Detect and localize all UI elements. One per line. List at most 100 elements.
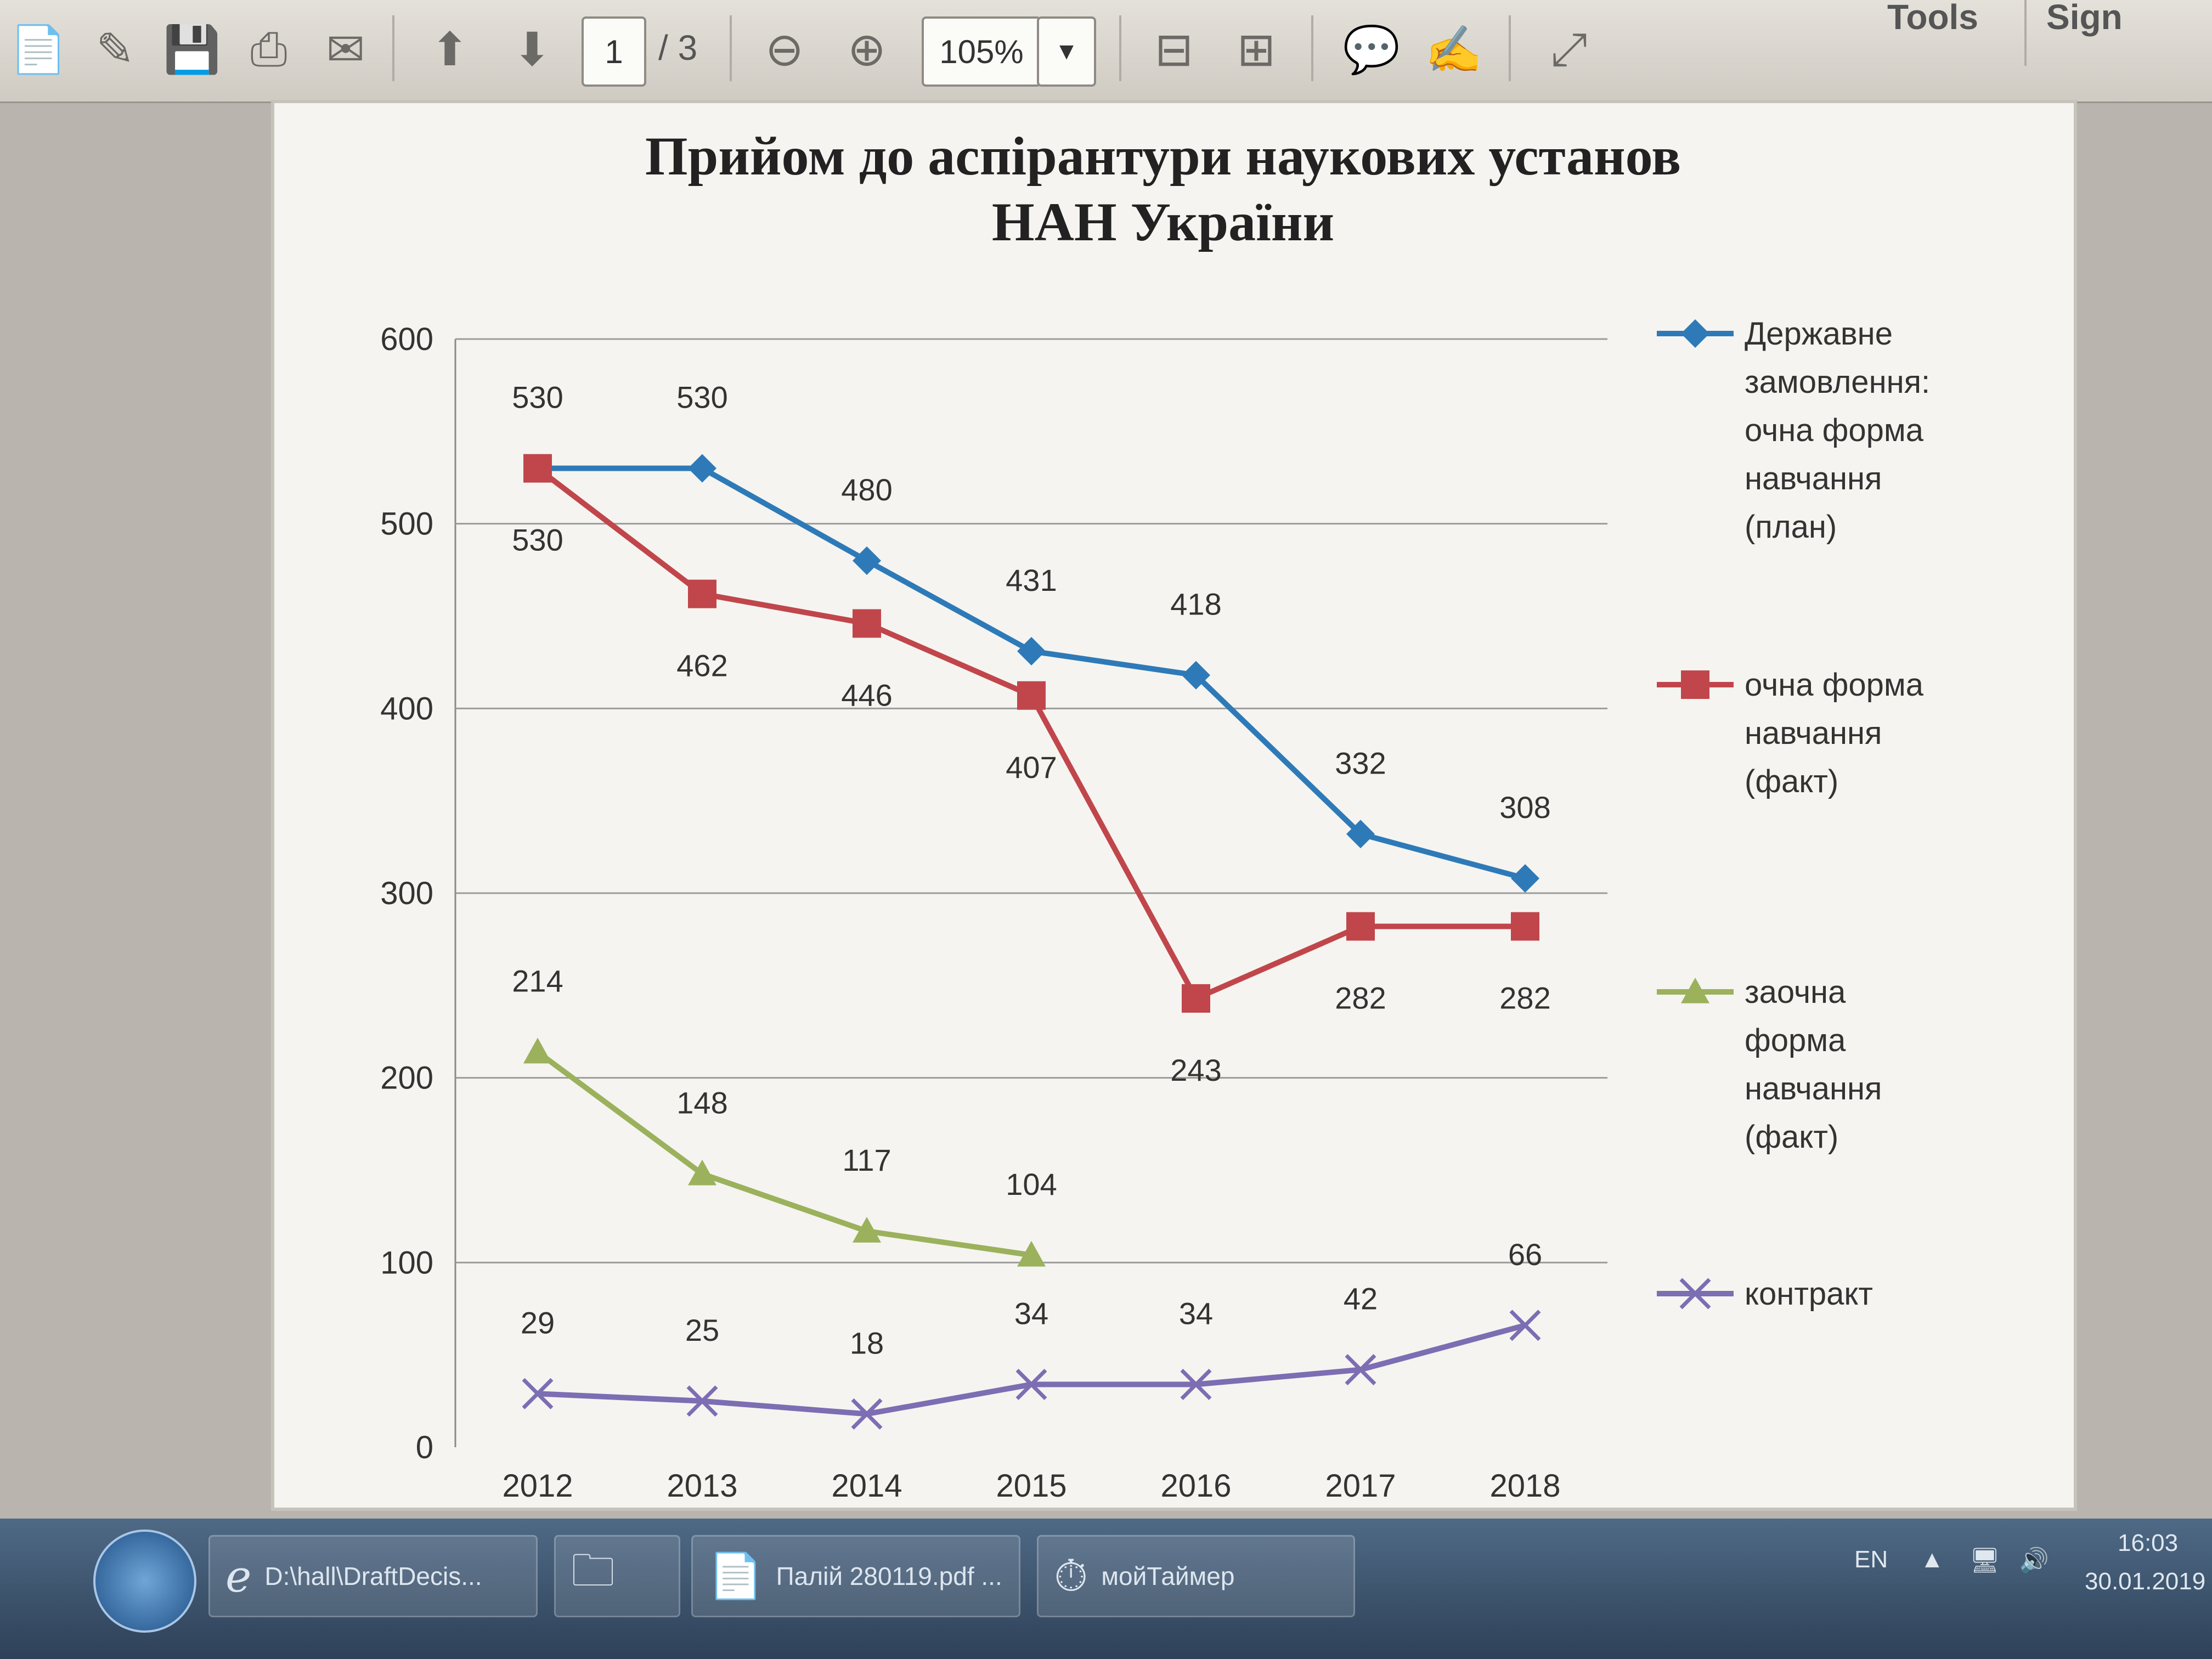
windows-taskbar: ℯ D:\hall\DraftDecis... 🗀 📄 Палій 280119…	[0, 1519, 2212, 1659]
y-tick-label: 500	[380, 506, 433, 542]
data-point	[1511, 912, 1539, 941]
data-label: 407	[1006, 750, 1057, 785]
x-tick-label: 2013	[667, 1468, 737, 1504]
taskbar-item-explorer[interactable]: 🗀	[554, 1535, 680, 1617]
y-tick-label: 300	[380, 876, 433, 911]
data-point	[1180, 1369, 1212, 1401]
data-label: 42	[1344, 1282, 1378, 1316]
data-point	[1182, 661, 1210, 690]
zoom-out-icon[interactable]: ⊖	[765, 24, 804, 75]
zoom-dropdown-icon[interactable]: ▼	[1037, 16, 1096, 87]
toolbar-divider	[1119, 15, 1121, 81]
edit-icon[interactable]: ✎	[95, 24, 135, 75]
comment-icon[interactable]: 💬	[1342, 23, 1401, 75]
email-icon[interactable]: ✉	[326, 24, 365, 75]
fit-page-icon[interactable]: ⊟	[1154, 24, 1194, 75]
data-point	[1509, 1310, 1541, 1341]
next-page-icon[interactable]: ⬇	[512, 24, 552, 75]
data-label: 104	[1006, 1167, 1057, 1201]
data-label: 530	[512, 523, 563, 557]
data-point	[851, 1398, 883, 1430]
data-point	[1681, 319, 1709, 348]
data-point	[688, 579, 716, 608]
save-icon[interactable]: 💾	[163, 23, 221, 75]
data-point	[1345, 1354, 1376, 1386]
tools-button[interactable]: Tools	[1887, 0, 1978, 37]
clock-date[interactable]: 30.01.2019	[2085, 1568, 2206, 1595]
expand-icon[interactable]: ⤢	[1550, 23, 1588, 75]
data-point	[688, 454, 716, 483]
taskbar-item-label: Палій 280119.pdf ...	[776, 1562, 1002, 1590]
series-line	[535, 466, 1525, 1002]
show-hidden-icons[interactable]: ▲	[1920, 1546, 1944, 1573]
legend-label: замовлення:	[1745, 364, 1930, 400]
toolbar-divider	[392, 15, 394, 81]
legend-label: (факт)	[1745, 764, 1838, 799]
y-tick-label: 400	[380, 691, 433, 726]
data-label: 25	[685, 1313, 719, 1347]
data-point	[1681, 670, 1709, 699]
folder-icon: 🗀	[571, 1546, 615, 1595]
x-tick-label: 2015	[996, 1468, 1066, 1504]
zoom-in-icon[interactable]: ⊕	[847, 24, 887, 75]
legend-label: контракт	[1745, 1276, 1873, 1312]
x-tick-label: 2016	[1160, 1468, 1231, 1504]
data-point	[1511, 864, 1539, 893]
clock-time[interactable]: 16:03	[2118, 1530, 2179, 1556]
data-point	[1017, 1240, 1046, 1267]
data-label: 29	[521, 1305, 555, 1340]
zoom-input[interactable]: 105%	[922, 16, 1041, 87]
data-point	[522, 1378, 554, 1409]
start-button[interactable]	[93, 1530, 196, 1633]
x-tick-label: 2012	[502, 1468, 573, 1504]
toolbar-divider	[2024, 0, 2027, 66]
data-label: 480	[841, 472, 892, 507]
data-label: 431	[1006, 563, 1057, 597]
pdf-toolbar: 📄 ✎ 💾 ⎙ ✉ ⬆ ⬇ 1 / 3 ⊖ ⊕ 105% ▼ ⊟ ⊞ 💬 ✍ ⤢…	[0, 0, 2212, 103]
x-tick-label: 2017	[1325, 1468, 1396, 1504]
y-tick-label: 600	[380, 321, 433, 357]
legend-label: навчання	[1745, 715, 1882, 751]
y-tick-label: 100	[380, 1245, 433, 1280]
taskbar-item-label: D:\hall\DraftDecis...	[264, 1562, 482, 1590]
data-label: 446	[841, 678, 892, 712]
taskbar-item-label: мойТаймер	[1101, 1562, 1235, 1590]
volume-icon[interactable]: 🔊	[2019, 1547, 2049, 1574]
data-label: 418	[1170, 587, 1221, 622]
line-chart: Прийом до аспірантури наукових установ Н…	[380, 126, 1930, 1504]
y-tick-label: 200	[380, 1060, 433, 1096]
legend-label: (факт)	[1745, 1119, 1838, 1155]
data-label: 308	[1499, 790, 1550, 825]
data-label: 530	[512, 380, 563, 415]
data-point	[686, 1385, 718, 1417]
toolbar-divider	[1509, 15, 1511, 81]
page-number-input[interactable]: 1	[582, 16, 646, 87]
sign-button[interactable]: Sign	[2046, 0, 2123, 37]
data-point	[688, 1159, 716, 1186]
language-indicator[interactable]: EN	[1854, 1546, 1888, 1573]
fit-width-icon[interactable]: ⊞	[1237, 24, 1276, 75]
print-icon[interactable]: ⎙	[250, 23, 287, 75]
chart-title-line2: НАН України	[992, 191, 1334, 252]
taskbar-item-browser[interactable]: ℯ D:\hall\DraftDecis...	[208, 1535, 538, 1617]
network-icon[interactable]: 🖥	[1970, 1547, 2000, 1574]
page-total: / 3	[658, 28, 698, 67]
data-point	[1017, 636, 1046, 665]
data-label: 214	[512, 964, 563, 998]
data-label: 148	[676, 1086, 727, 1120]
taskbar-item-timer[interactable]: ⏱ мойТаймер	[1037, 1535, 1355, 1617]
create-pdf-icon[interactable]: 📄	[9, 23, 67, 75]
x-tick-label: 2018	[1489, 1468, 1560, 1504]
legend-label: форма	[1745, 1023, 1846, 1058]
pdf-page: Прийом до аспірантури наукових установ Н…	[274, 103, 2074, 1508]
data-point	[1346, 912, 1375, 941]
data-point	[1015, 1369, 1047, 1401]
taskbar-item-pdf[interactable]: 📄 Палій 280119.pdf ...	[691, 1535, 1020, 1617]
x-tick-label: 2014	[831, 1468, 902, 1504]
internet-explorer-icon: ℯ	[225, 1551, 252, 1601]
data-label: 34	[1179, 1296, 1213, 1331]
previous-page-icon[interactable]: ⬆	[430, 24, 470, 75]
data-label: 282	[1499, 981, 1550, 1015]
highlight-icon[interactable]: ✍	[1425, 23, 1483, 75]
data-label: 243	[1170, 1053, 1221, 1087]
